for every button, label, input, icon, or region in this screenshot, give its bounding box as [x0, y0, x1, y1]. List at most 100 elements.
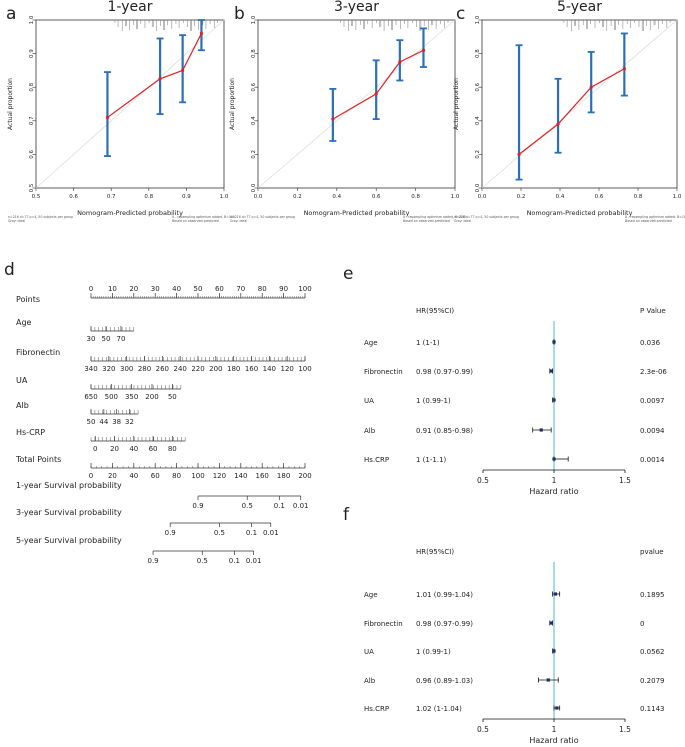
footnote-left: Gray: ideal — [454, 219, 471, 223]
nomogram-tick-label: 60 — [215, 285, 224, 293]
nomogram-row-label: Hs-CRP — [16, 428, 45, 437]
forest-row-hr: 0.91 (0.85-0.98) — [416, 427, 473, 435]
nomogram-tick-label: 44 — [99, 418, 108, 426]
footnote-right: Based on observed-predicted — [172, 219, 219, 223]
y-tick-label: 0.7 — [29, 116, 35, 125]
calibration-point — [105, 115, 110, 120]
nomogram-row-label: Fibronectin — [16, 348, 60, 357]
calibration-point — [398, 60, 402, 64]
forest-row-name: Alb — [364, 427, 376, 435]
calibration-point — [374, 92, 378, 96]
forest-row-name: UA — [364, 397, 374, 405]
calibration-line — [518, 68, 625, 155]
nomogram-tick-label: 140 — [263, 365, 276, 373]
y-tick-label: 0.0 — [475, 183, 481, 192]
x-tick-label: 0.2 — [517, 194, 526, 200]
nomogram-tick-label: 100 — [298, 365, 311, 373]
footnote-left: Gray: ideal — [8, 219, 25, 223]
forest-point — [555, 706, 559, 710]
nomogram-tick-label: 40 — [129, 445, 138, 453]
forest-row-name: UA — [364, 648, 374, 656]
forest-row-hr: 0.98 (0.97-0.99) — [416, 368, 473, 376]
nomogram-tick-label: 0.9 — [165, 529, 176, 537]
calibration-point — [421, 48, 426, 52]
y-tick-label: 0.8 — [475, 49, 481, 58]
nomogram-row-label: Alb — [16, 401, 29, 410]
y-tick-label: 0.6 — [29, 150, 35, 159]
forest-point — [549, 369, 553, 373]
nomogram-row-label: Total Points — [15, 455, 61, 464]
y-axis-label: Actual proportion — [453, 78, 460, 130]
nomogram-tick-label: 340 — [84, 365, 97, 373]
forest-point — [546, 678, 550, 682]
forest-row-hr: 1.02 (1-1.04) — [416, 705, 462, 713]
nomogram-tick-label: 500 — [105, 393, 118, 401]
nomogram-row-label: 1-year Survival probability — [16, 481, 122, 490]
nomogram-row-label: UA — [16, 376, 28, 385]
x-tick-label: 0.8 — [411, 194, 420, 200]
calibration-title: 5-year — [557, 0, 602, 15]
nomogram-tick-label: 0.1 — [229, 557, 240, 565]
nomogram-tick-label: 650 — [84, 393, 97, 401]
nomogram-tick-label: 180 — [227, 365, 240, 373]
forest-x-label: Hazard ratio — [529, 736, 578, 745]
forest-point — [552, 649, 556, 653]
nomogram-row-label: 5-year Survival probability — [16, 536, 122, 545]
nomogram-tick-label: 60 — [149, 445, 158, 453]
nomogram-tick-label: 0 — [93, 445, 97, 453]
y-tick-label: 0.0 — [251, 183, 257, 192]
nomogram-tick-label: 100 — [191, 472, 204, 480]
nomogram-tick-label: 20 — [108, 472, 117, 480]
y-tick-label: 0.6 — [475, 82, 481, 91]
forest-x-label: Hazard ratio — [529, 487, 578, 496]
nomogram-tick-label: 0.5 — [197, 557, 208, 565]
forest-plot-f: HR(95%CI) pvalue Age 1.01 (0.99-1.04) 0.1895… — [364, 548, 665, 745]
nomogram-tick-label: 180 — [277, 472, 290, 480]
nomogram-tick-label: 0.1 — [246, 529, 257, 537]
forest-point — [552, 398, 556, 402]
forest-row-p: 2.3e-06 — [640, 368, 667, 376]
x-tick-label: 0.0 — [254, 194, 263, 200]
forest-row-p: 0.0562 — [640, 648, 665, 656]
forest-row-hr: 1 (0.99-1) — [416, 648, 451, 656]
footnote-left: n=216 d=77 p=4, 50 subjects per group — [230, 215, 295, 219]
nomogram-tick-label: 160 — [256, 472, 269, 480]
nomogram-tick-label: 0 — [89, 285, 93, 293]
nomogram-tick-label: 200 — [298, 472, 311, 480]
nomogram-tick-label: 0.9 — [192, 502, 203, 510]
x-tick-label: 0.8 — [144, 194, 153, 200]
nomogram-tick-label: 280 — [138, 365, 151, 373]
nomogram-tick-label: 80 — [168, 445, 177, 453]
nomogram-tick-label: 320 — [102, 365, 115, 373]
nomogram-tick-label: 300 — [120, 365, 133, 373]
forest-row-p: 0 — [640, 620, 644, 628]
nomogram-tick-label: 40 — [129, 472, 138, 480]
forest-row-p: 0.1895 — [640, 591, 665, 599]
forest-row-name: Hs.CRP — [364, 705, 389, 713]
calibration-line — [107, 33, 202, 118]
footnote-right: Based on observed-predicted — [625, 219, 672, 223]
nomogram-tick-label: 0.01 — [293, 502, 309, 510]
panel-label-f: f — [343, 505, 350, 525]
forest-row-name: Hs.CRP — [364, 456, 389, 464]
forest-tick-label: 0.5 — [477, 725, 489, 734]
x-tick-label: 1.0 — [451, 194, 460, 200]
nomogram-tick-label: 30 — [87, 335, 96, 343]
plot-frame — [257, 19, 456, 189]
forest-point — [552, 457, 556, 461]
forest-header-hr: HR(95%CI) — [416, 307, 454, 315]
calibration-line — [332, 49, 424, 120]
ideal-line — [257, 19, 456, 189]
forest-row-name: Age — [364, 339, 378, 347]
forest-row-hr: 0.98 (0.97-0.99) — [416, 620, 473, 628]
x-tick-label: 0.8 — [634, 194, 643, 200]
nomogram-tick-label: 0.01 — [246, 557, 262, 565]
nomogram-tick-label: 50 — [168, 393, 177, 401]
y-tick-label: 0.9 — [29, 49, 35, 58]
x-tick-label: 0.5 — [32, 194, 41, 200]
nomogram-tick-label: 10 — [108, 285, 117, 293]
calibration-point — [556, 122, 560, 126]
nomogram-tick-label: 120 — [280, 365, 293, 373]
panel-label-e: e — [343, 264, 353, 284]
panel-label-c: c — [456, 4, 465, 24]
